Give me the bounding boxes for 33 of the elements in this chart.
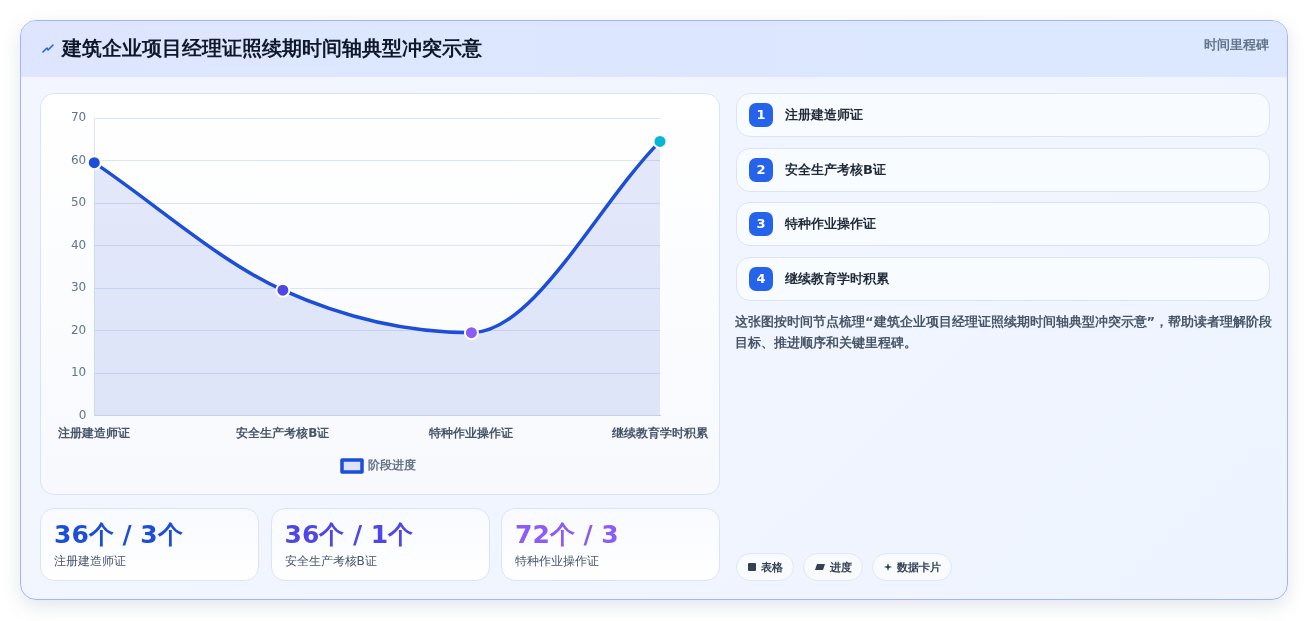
text: 36个 / 3个 <box>54 520 183 550</box>
category-label: 特种作业操作证 <box>785 216 876 232</box>
category-label: 注册建造师证 <box>54 554 126 568</box>
y-tick-label: 0 <box>78 407 87 422</box>
y-tick-label: 60 <box>70 152 87 167</box>
x-tick-label: 特种作业操作证 <box>428 425 514 440</box>
category-label: 安全生产考核B证 <box>785 161 886 177</box>
text: 4 <box>749 267 773 292</box>
y-tick-label: 70 <box>70 110 87 125</box>
category-label: 继续教育学时积累 <box>785 271 889 287</box>
y-tick-label: 40 <box>70 237 87 252</box>
y-tick-label: 50 <box>70 195 87 210</box>
y-tick-label: 10 <box>70 365 87 380</box>
category-label: 特种作业操作证 <box>515 554 599 568</box>
y-tick-label: 30 <box>70 280 87 295</box>
category-label: 安全生产考核B证 <box>284 554 377 568</box>
text: 1 <box>749 103 773 127</box>
text: 时间里程碑 <box>1204 36 1269 54</box>
text: 这张图按时间节点梳理“建筑企业项目经理证照续期时间轴典型冲突示意”，帮助读者理解阶段目标、推进顺序和关键里程碑。 <box>735 313 1274 352</box>
chart-title: 建筑企业项目经理证照续期时间轴典型冲突示意 <box>62 35 482 62</box>
text: 36个 / 1个 <box>284 520 414 550</box>
text: 2 <box>749 157 773 182</box>
x-tick-label: 安全生产考核B证 <box>236 425 330 440</box>
text: 表格 <box>761 559 783 575</box>
text: 进度 <box>830 559 852 575</box>
x-tick-label: 注册建造师证 <box>57 425 131 440</box>
legend-label: 阶段进度 <box>368 458 416 473</box>
category-label: 注册建造师证 <box>785 107 863 122</box>
y-tick-label: 20 <box>70 322 87 337</box>
text: 数据卡片 <box>897 559 941 575</box>
x-tick-label: 继续教育学时积累 <box>611 425 709 440</box>
text: 72个 / 3 <box>515 520 619 550</box>
text: 3 <box>749 212 773 237</box>
